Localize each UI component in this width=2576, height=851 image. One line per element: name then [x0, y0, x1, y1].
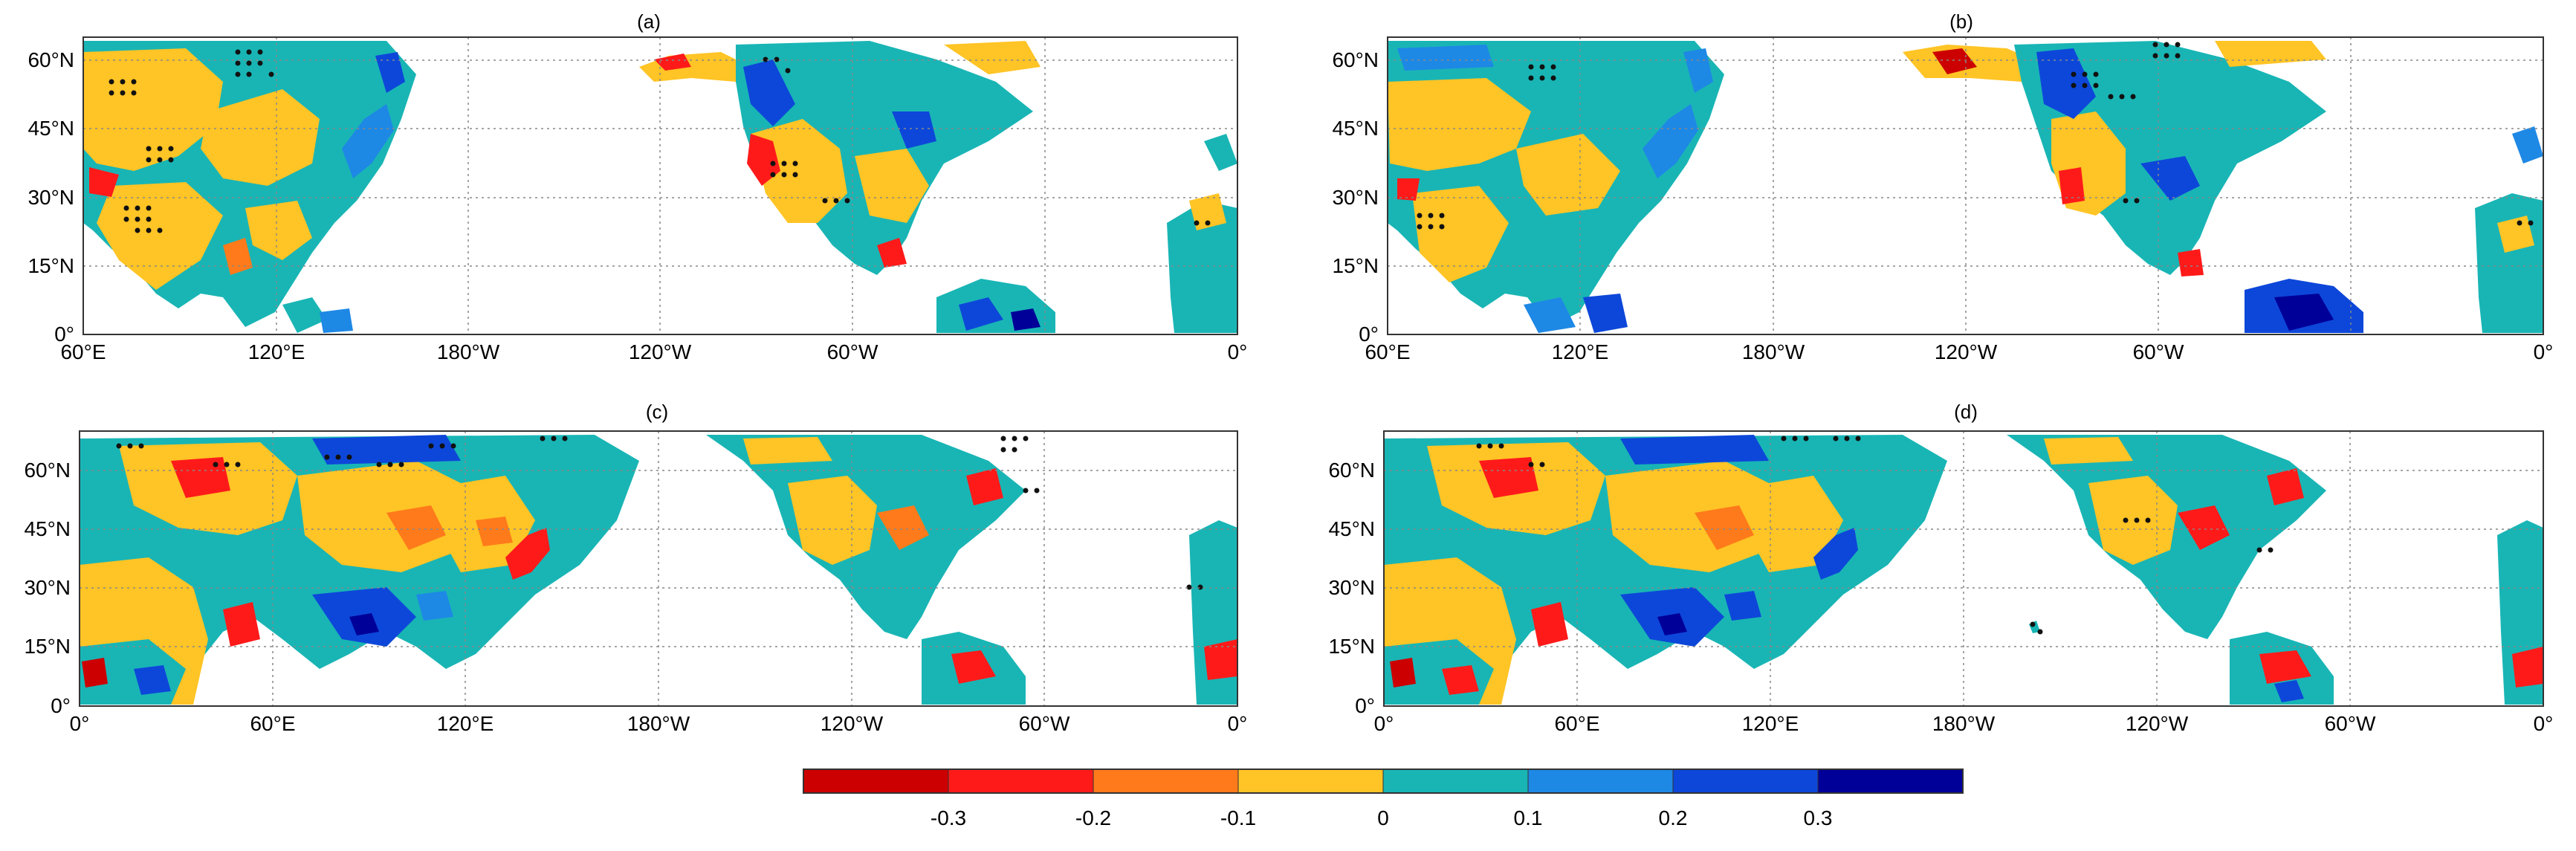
- colorbar-tick-m03: -0.3: [931, 806, 966, 829]
- panel-b-y-axis: 0° 15°N 30°N 45°N 60°N: [1332, 48, 1379, 346]
- panel-c-xtick-2: 60°E: [250, 712, 295, 735]
- panel-d-xtick-6: 60°W: [2325, 712, 2376, 735]
- panel-c-gridlines: [80, 431, 1237, 706]
- panel-c-ytick-0: 0°: [51, 694, 71, 717]
- colorbar-tick-0: 0: [1377, 806, 1389, 829]
- panel-b-significance-dots: [1417, 42, 2534, 230]
- colorbar-frame: [803, 769, 1964, 794]
- panel-b-xtick-1: 60°E: [1365, 340, 1410, 363]
- colorbar-swatch-3: [1237, 769, 1384, 794]
- panel-d-significance-dots: [1476, 436, 2274, 635]
- panel-a-xtick-4: 120°W: [629, 340, 692, 363]
- colorbar-swatch-2: [1093, 769, 1239, 794]
- panel-c-xtick-5: 120°W: [821, 712, 884, 735]
- colorbar-tick-01: 0.1: [1514, 806, 1543, 829]
- panel-d-ytick-15: 15°N: [1328, 635, 1375, 658]
- colorbar: -0.3 -0.2 -0.1 0 0.1 0.2 0.3: [803, 769, 1964, 829]
- colorbar-swatch-7: [1817, 769, 1964, 794]
- panel-d: (d): [1328, 401, 2553, 735]
- panel-c-xtick-4: 180°W: [627, 712, 690, 735]
- colorbar-tick-03: 0.3: [1804, 806, 1833, 829]
- panel-a-xtick-1: 60°E: [60, 340, 106, 363]
- panel-a-ytick-30: 30°N: [27, 186, 74, 209]
- panel-b-frame: [1387, 36, 2544, 335]
- panel-d-ytick-60: 60°N: [1328, 459, 1375, 482]
- panel-d-xtick-5: 120°W: [2126, 712, 2189, 735]
- colorbar-tick-m01: -0.1: [1220, 806, 1256, 829]
- panel-b-xtick-4: 120°W: [1935, 340, 1998, 363]
- colorbar-swatch-0: [803, 769, 949, 794]
- colorbar-swatch-1: [948, 769, 1094, 794]
- panel-a-y-axis: 0° 15°N 30°N 45°N 60°N: [27, 48, 74, 346]
- panel-b-x-axis: 60°E 120°E 180°W 120°W 60°W 0°: [1365, 340, 2553, 363]
- panel-c-frame: [79, 430, 1238, 707]
- panel-b-gridlines: [1388, 37, 2543, 334]
- panel-c-label: (c): [646, 401, 668, 423]
- colorbar-swatch-4: [1382, 769, 1529, 794]
- panel-a-xtick-2: 120°E: [248, 340, 305, 363]
- panel-d-xtick-4: 180°W: [1932, 712, 1996, 735]
- panel-a-xtick-6: 0°: [1228, 340, 1248, 363]
- panel-b-xtick-2: 120°E: [1552, 340, 1609, 363]
- panel-a-significance-dots: [109, 49, 1211, 233]
- panel-d-xtick-1: 0°: [1374, 712, 1394, 735]
- panel-b-xtick-6: 0°: [2534, 340, 2554, 363]
- panel-d-xtick-2: 60°E: [1554, 712, 1599, 735]
- panel-a-gridlines: [83, 37, 1237, 334]
- panel-c-x-axis: 0° 60°E 120°E 180°W 120°W 60°W 0°: [70, 712, 1248, 735]
- panel-c-ytick-45: 45°N: [24, 517, 71, 540]
- panel-c-xtick-3: 120°E: [437, 712, 494, 735]
- panel-a-label: (a): [637, 10, 661, 33]
- panel-d-xtick-7: 0°: [2534, 712, 2554, 735]
- panel-d-ytick-30: 30°N: [1328, 576, 1375, 599]
- panel-b: (b): [1332, 10, 2553, 363]
- panel-b-xtick-5: 60°W: [2133, 340, 2184, 363]
- panel-b-xtick-3: 180°W: [1742, 340, 1805, 363]
- panel-b-label: (b): [1949, 10, 1973, 33]
- panel-b-ytick-15: 15°N: [1332, 254, 1379, 277]
- panel-a-ytick-60: 60°N: [27, 48, 74, 71]
- panel-d-ytick-0: 0°: [1355, 694, 1375, 717]
- panel-d-ytick-45: 45°N: [1328, 517, 1375, 540]
- panel-d-frame: [1383, 430, 2544, 707]
- colorbar-swatch-6: [1672, 769, 1819, 794]
- panel-a-ytick-0: 0°: [54, 323, 74, 346]
- colorbar-tick-02: 0.2: [1659, 806, 1688, 829]
- panel-c-xtick-1: 0°: [70, 712, 90, 735]
- panel-c-xtick-7: 0°: [1228, 712, 1248, 735]
- panel-b-ytick-60: 60°N: [1332, 48, 1379, 71]
- panel-d-gridlines: [1384, 431, 2543, 706]
- panel-b-land: [1388, 41, 2543, 333]
- panel-d-label: (d): [1954, 401, 1978, 423]
- panel-a-xtick-5: 60°W: [827, 340, 878, 363]
- panel-a-x-axis: 60°E 120°E 180°W 120°W 60°W 0°: [60, 340, 1247, 363]
- panel-d-x-axis: 0° 60°E 120°E 180°W 120°W 60°W 0°: [1374, 712, 2554, 735]
- panel-a-land: [83, 41, 1237, 333]
- panel-d-xtick-3: 120°E: [1742, 712, 1799, 735]
- panel-a-xtick-3: 180°W: [437, 340, 500, 363]
- panel-c-ytick-15: 15°N: [24, 635, 71, 658]
- colorbar-tick-m02: -0.2: [1075, 806, 1111, 829]
- panel-d-land: [1384, 435, 2543, 705]
- panel-c-ytick-60: 60°N: [24, 459, 71, 482]
- colorbar-swatches: [803, 769, 1964, 794]
- panel-d-y-axis: 0° 15°N 30°N 45°N 60°N: [1328, 459, 1375, 717]
- panel-c: (c): [24, 401, 1247, 735]
- panel-a-ytick-15: 15°N: [27, 254, 74, 277]
- panel-b-ytick-0: 0°: [1359, 323, 1379, 346]
- panel-a-ytick-45: 45°N: [27, 117, 74, 140]
- panel-c-significance-dots: [116, 436, 1203, 590]
- panel-a-frame: [82, 36, 1238, 335]
- panel-a: (a): [27, 10, 1247, 363]
- panel-b-ytick-30: 30°N: [1332, 186, 1379, 209]
- panel-c-y-axis: 0° 15°N 30°N 45°N 60°N: [24, 459, 71, 717]
- panel-c-ytick-30: 30°N: [24, 576, 71, 599]
- colorbar-swatch-5: [1527, 769, 1674, 794]
- panel-b-ytick-45: 45°N: [1332, 117, 1379, 140]
- colorbar-labels: -0.3 -0.2 -0.1 0 0.1 0.2 0.3: [931, 806, 1833, 829]
- panel-c-xtick-6: 60°W: [1019, 712, 1070, 735]
